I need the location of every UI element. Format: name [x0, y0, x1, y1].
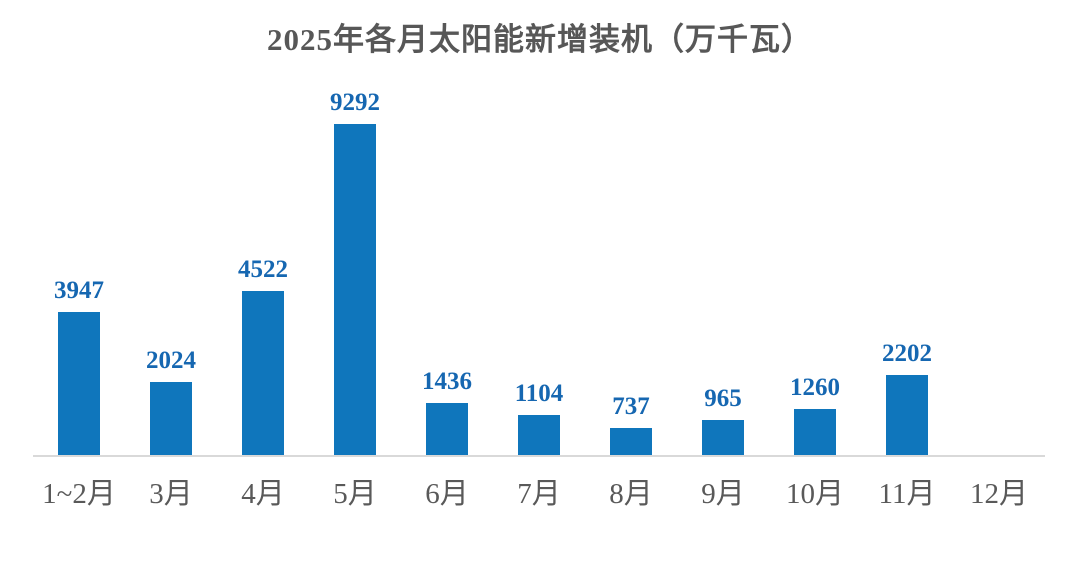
- bar-group: 1260: [769, 90, 861, 455]
- x-axis-label: 8月: [609, 478, 653, 510]
- bar: [702, 420, 744, 455]
- x-axis-label: 7月: [517, 478, 561, 510]
- x-axis-label: 1~2月: [42, 478, 116, 510]
- bar-group: 2024: [125, 90, 217, 455]
- bar-group: 1104: [493, 90, 585, 455]
- bar-value-label: 1436: [422, 368, 472, 395]
- x-axis-line: [33, 455, 1045, 457]
- bar: [610, 428, 652, 455]
- bar-value-label: 1260: [790, 374, 840, 401]
- x-axis-label: 10月: [785, 478, 844, 510]
- bar-value-label: 2202: [882, 340, 932, 367]
- x-axis-label: 12月: [969, 478, 1028, 510]
- bar-value-label: 1104: [514, 380, 564, 407]
- bar-value-label: 4522: [238, 256, 288, 283]
- bar-group: 3947: [33, 90, 125, 455]
- bar-group: 737: [585, 90, 677, 455]
- x-axis-label: 11月: [878, 478, 936, 510]
- x-axis-label: 9月: [701, 478, 745, 510]
- bar: [242, 291, 284, 455]
- bar-group: 9292: [309, 90, 401, 455]
- x-axis-label: 4月: [241, 478, 285, 510]
- bar: [518, 415, 560, 455]
- bar: [58, 312, 100, 455]
- bar-value-label: 965: [704, 385, 742, 412]
- bar: [150, 382, 192, 455]
- bar-value-label: 737: [612, 393, 650, 420]
- bar-group: 965: [677, 90, 769, 455]
- bar-group: [953, 90, 1045, 455]
- chart-title: 2025年各月太阳能新增装机（万千瓦）: [267, 22, 813, 57]
- bar-value-label: 2024: [146, 347, 196, 374]
- bar-value-label: 9292: [330, 89, 380, 116]
- x-axis-label: 3月: [149, 478, 193, 510]
- x-axis-labels: 1~2月 3月 4月 5月 6月 7月 8月 9月 10月 11月 12月: [33, 470, 1045, 512]
- bar-group: 4522: [217, 90, 309, 455]
- plot-area: 3947 2024 4522 9292 1436 1104 737 965 1260 2202: [33, 90, 1045, 455]
- bar-group: 2202: [861, 90, 953, 455]
- bar: [426, 403, 468, 455]
- bar: [334, 124, 376, 455]
- bar: [794, 409, 836, 455]
- x-axis-label: 6月: [425, 478, 469, 510]
- bar-value-label: 3947: [54, 277, 104, 304]
- bar: [886, 375, 928, 455]
- x-axis-label: 5月: [333, 478, 377, 510]
- bar-group: 1436: [401, 90, 493, 455]
